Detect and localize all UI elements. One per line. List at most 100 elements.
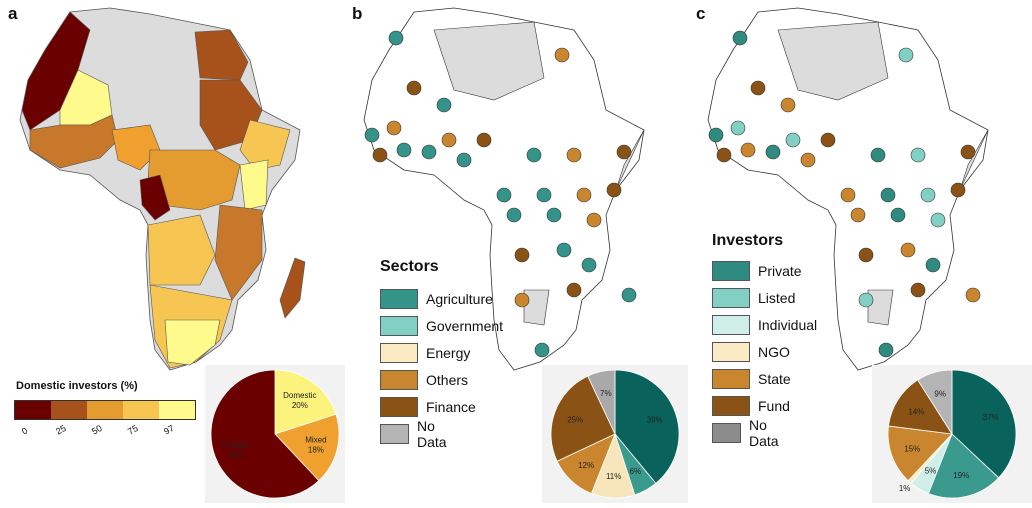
- legend-swatch: [380, 424, 410, 444]
- panel-a: a Domestic investors (%) 0 25 50 75 97 D…: [0, 0, 345, 503]
- pie-slice-label: 37%: [983, 413, 999, 422]
- scale-bin-0: [15, 401, 51, 419]
- legend-swatch: [380, 316, 418, 336]
- legend-nodata: No Data: [380, 418, 456, 450]
- pie-slice: [550, 375, 616, 462]
- scale-bin-4: [159, 401, 195, 419]
- legend-others: Others: [380, 369, 468, 391]
- nodata-north: [777, 21, 889, 101]
- pie-slice: [614, 369, 680, 484]
- pie-slice-label: 11%: [606, 472, 621, 481]
- country-pie-marker: [765, 144, 781, 160]
- country-pie-marker: [920, 187, 936, 203]
- country-pie-marker: [840, 187, 856, 203]
- nodata-south: [523, 289, 550, 326]
- country-pie-marker: [456, 152, 472, 168]
- legend-fund: Fund: [712, 395, 790, 417]
- legend-swatch: [712, 369, 750, 389]
- pie-slice-label: 14%: [908, 407, 924, 416]
- country-pie-marker: [740, 142, 756, 158]
- country-pie-marker: [536, 187, 552, 203]
- country-pie-marker: [514, 292, 530, 308]
- country-pie-marker: [708, 127, 724, 143]
- pie-c-box: 37% 19% 5% 1% 15% 14% 9%: [872, 365, 1032, 503]
- country-pie-marker: [566, 282, 582, 298]
- legend-energy: Energy: [380, 342, 470, 364]
- legend-swatch: [712, 423, 742, 443]
- country-pie-marker: [364, 127, 380, 143]
- pie-slice: [274, 413, 340, 482]
- region-southafrica: [164, 319, 221, 366]
- pie-slice: [587, 369, 616, 435]
- legend-label: Government: [426, 318, 504, 334]
- legend-label: No Data: [417, 418, 447, 450]
- pie-slice-label: 5%: [925, 466, 937, 475]
- legend-label: Agriculture: [426, 291, 493, 307]
- country-pie-marker: [780, 97, 796, 113]
- pie-chart-sectors: 39% 6% 11% 12% 25% 7%: [550, 369, 680, 499]
- scale-bin-2: [87, 401, 123, 419]
- investors-legend-title: Investors: [712, 232, 784, 249]
- legend-swatch: [712, 315, 750, 335]
- pie-slice-label: 9%: [934, 389, 946, 398]
- legend-individual: Individual: [712, 314, 817, 336]
- pie-slice: [887, 425, 953, 482]
- country-pie-marker: [858, 247, 874, 263]
- legend-swatch: [380, 370, 418, 390]
- pie-slice-label: 39%: [647, 416, 663, 425]
- country-pie-marker: [910, 147, 926, 163]
- scale-bin-1: [51, 401, 87, 419]
- legend-state: State: [712, 368, 791, 390]
- legend-label: State: [758, 371, 791, 387]
- country-pie-marker: [526, 147, 542, 163]
- country-pie-marker: [546, 207, 562, 223]
- region-madagascar: [279, 257, 306, 319]
- country-pie-marker: [878, 342, 894, 358]
- legend-listed: Listed: [712, 287, 795, 309]
- country-pie-marker: [581, 257, 597, 273]
- country-pie-marker: [965, 287, 981, 303]
- legend-label: No Data: [749, 417, 779, 449]
- investor-pie-markers: [708, 30, 981, 358]
- region-congo: [139, 174, 171, 221]
- country-pie-marker: [406, 80, 422, 96]
- legend-label: Individual: [758, 317, 818, 333]
- country-pie-marker: [890, 207, 906, 223]
- pie-slice-label: 6%: [630, 467, 642, 476]
- pie-slice: [917, 369, 953, 436]
- legend-private: Private: [712, 260, 802, 282]
- domestic-color-scale: [14, 400, 196, 420]
- legend-agriculture: Agriculture: [380, 288, 493, 310]
- legend-swatch: [380, 289, 418, 309]
- panel-c: c Investors Private Listed Individual NG…: [688, 0, 1032, 503]
- country-pie-marker: [858, 292, 874, 308]
- country-pie-marker: [950, 182, 966, 198]
- country-pie-marker: [476, 132, 492, 148]
- country-pie-marker: [910, 282, 926, 298]
- legend-label: Energy: [426, 345, 471, 361]
- country-pie-marker: [554, 47, 570, 63]
- country-pie-marker: [396, 142, 412, 158]
- country-pie-marker: [730, 120, 746, 136]
- legend-government: Government: [380, 315, 503, 337]
- legend-swatch: [712, 288, 750, 308]
- pie-chart-investors: 37% 19% 5% 1% 15% 14% 9%: [887, 369, 1017, 499]
- country-pie-marker: [372, 147, 388, 163]
- sectors-legend-title: Sectors: [380, 258, 439, 275]
- legend-swatch: [380, 343, 418, 363]
- nodata-horn: [959, 129, 989, 191]
- pie-slice: [888, 379, 953, 435]
- sector-pie-markers: [364, 30, 637, 358]
- country-pie-marker: [716, 147, 732, 163]
- country-pie-marker: [606, 182, 622, 198]
- country-pie-marker: [930, 212, 946, 228]
- country-pie-marker: [566, 147, 582, 163]
- pie-slice: [274, 369, 337, 435]
- country-pie-marker: [436, 97, 452, 113]
- country-pie-marker: [616, 144, 632, 160]
- legend-label: NGO: [758, 344, 790, 360]
- panel-b: b Sectors Agriculture Government Energy …: [344, 0, 688, 503]
- country-pie-marker: [421, 144, 437, 160]
- pie-slice: [951, 369, 1017, 479]
- country-pie-marker: [925, 257, 941, 273]
